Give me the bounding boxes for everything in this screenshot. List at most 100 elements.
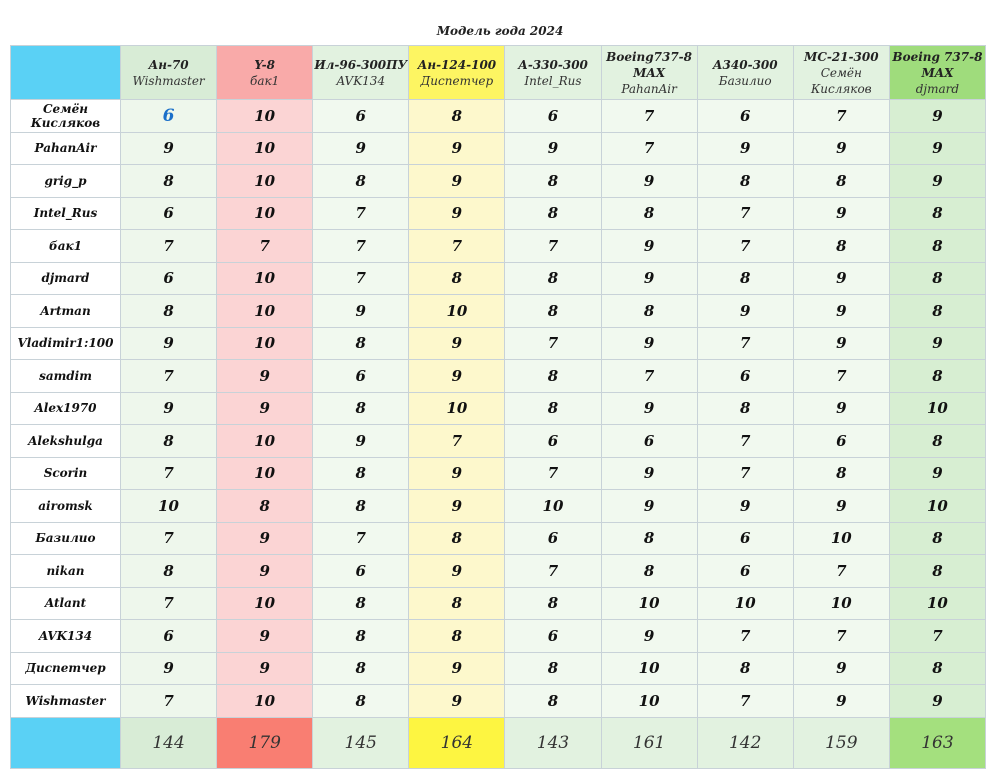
score-cell: 6 [696, 99, 794, 133]
score-cell: 9 [888, 456, 987, 490]
total-cell: 143 [504, 716, 602, 769]
score-cell: 7 [504, 554, 602, 588]
score-cell: 9 [312, 294, 410, 328]
score-cell: 9 [312, 131, 410, 165]
voter-name: djmard [10, 261, 121, 295]
score-cell: 6 [119, 196, 218, 230]
score-cell: 10 [600, 684, 698, 718]
voter-name: PahanAir [10, 131, 121, 165]
score-cell: 9 [408, 196, 506, 230]
model-author: Диспетчер [420, 73, 494, 88]
score-cell: 6 [792, 424, 890, 458]
total-cell: 163 [888, 716, 987, 769]
score-cell: 10 [216, 131, 314, 165]
voter-name: grig_p [10, 164, 121, 198]
score-cell: 7 [119, 684, 218, 718]
score-cell: 6 [119, 619, 218, 653]
score-cell: 8 [888, 196, 987, 230]
score-cell: 10 [216, 326, 314, 360]
score-cell: 9 [600, 391, 698, 425]
voter-name: Диспетчер [10, 651, 121, 685]
score-cell: 9 [216, 651, 314, 685]
score-cell: 8 [888, 424, 987, 458]
column-header: Ан-124-100 Диспетчер [408, 45, 506, 100]
score-cell: 7 [696, 619, 794, 653]
score-cell: 6 [696, 554, 794, 588]
score-cell: 10 [504, 489, 602, 523]
score-cell: 10 [408, 391, 506, 425]
score-cell: 7 [119, 521, 218, 555]
model-name: Boeing737-8 MAX [606, 49, 693, 80]
score-cell: 7 [312, 196, 410, 230]
score-cell: 9 [216, 359, 314, 393]
column-header: А340-300 Базилио [696, 45, 794, 100]
column-header: Ил-96-300ПУ AVK134 [312, 45, 410, 100]
score-cell: 8 [119, 554, 218, 588]
score-cell: 9 [312, 424, 410, 458]
score-cell: 9 [888, 164, 987, 198]
score-cell: 7 [696, 424, 794, 458]
score-cell: 7 [696, 326, 794, 360]
voter-name: Alekshulga [10, 424, 121, 458]
score-cell: 9 [792, 294, 890, 328]
score-cell: 10 [216, 684, 314, 718]
score-cell: 7 [792, 359, 890, 393]
score-cell: 10 [216, 586, 314, 620]
total-cell: 142 [696, 716, 794, 769]
score-cell: 8 [408, 619, 506, 653]
table-row: Intel_Rus 6 10 7 9 8 8 7 9 8 [10, 196, 987, 230]
voter-name: Wishmaster [10, 684, 121, 718]
score-cell: 10 [216, 164, 314, 198]
score-cell: 9 [600, 619, 698, 653]
voter-name: Artman [10, 294, 121, 328]
score-cell: 9 [888, 326, 987, 360]
score-cell: 8 [504, 391, 602, 425]
score-cell: 8 [119, 164, 218, 198]
score-cell: 7 [792, 619, 890, 653]
score-cell: 6 [600, 424, 698, 458]
score-cell: 9 [408, 651, 506, 685]
table-row: Базилио 7 9 7 8 6 8 6 10 8 [10, 521, 987, 555]
score-cell: 8 [504, 586, 602, 620]
model-author: Семён Кисляков [810, 65, 872, 96]
table-row: grig_p 8 10 8 9 8 9 8 8 9 [10, 164, 987, 198]
table-row: nikan 8 9 6 9 7 8 6 7 8 [10, 554, 987, 588]
score-cell: 8 [504, 261, 602, 295]
score-cell: 9 [600, 164, 698, 198]
score-cell: 8 [888, 294, 987, 328]
score-cell: 8 [600, 196, 698, 230]
table-row: Wishmaster 7 10 8 9 8 10 7 9 9 [10, 684, 987, 718]
score-cell: 9 [119, 391, 218, 425]
score-cell: 10 [216, 196, 314, 230]
score-cell: 8 [696, 651, 794, 685]
header-corner-cell [10, 45, 121, 100]
score-cell: 9 [792, 489, 890, 523]
score-cell: 9 [216, 391, 314, 425]
score-cell: 7 [600, 359, 698, 393]
score-cell: 7 [312, 521, 410, 555]
score-cell: 7 [696, 229, 794, 263]
table-row: Семён Кисляков 6 10 6 8 6 7 6 7 9 [10, 99, 987, 133]
score-cell: 8 [312, 326, 410, 360]
score-cell: 7 [408, 229, 506, 263]
score-cell: 7 [696, 196, 794, 230]
score-cell: 7 [696, 456, 794, 490]
score-cell: 9 [792, 684, 890, 718]
score-cell: 10 [216, 99, 314, 133]
score-cell: 9 [792, 261, 890, 295]
model-author: Базилио [718, 73, 772, 88]
voter-name: бак1 [10, 229, 121, 263]
score-cell: 8 [408, 261, 506, 295]
column-header: Y-8 бак1 [216, 45, 314, 100]
score-cell: 7 [312, 261, 410, 295]
score-cell: 9 [600, 229, 698, 263]
score-cell: 9 [600, 326, 698, 360]
score-cell: 9 [792, 196, 890, 230]
voter-name: Базилио [10, 521, 121, 555]
model-author: PahanAir [621, 81, 677, 96]
score-cell: 7 [119, 229, 218, 263]
score-cell: 8 [696, 391, 794, 425]
totals-corner-cell [10, 716, 121, 769]
score-cell: 8 [312, 684, 410, 718]
column-header: А-330-300 Intel_Rus [504, 45, 602, 100]
